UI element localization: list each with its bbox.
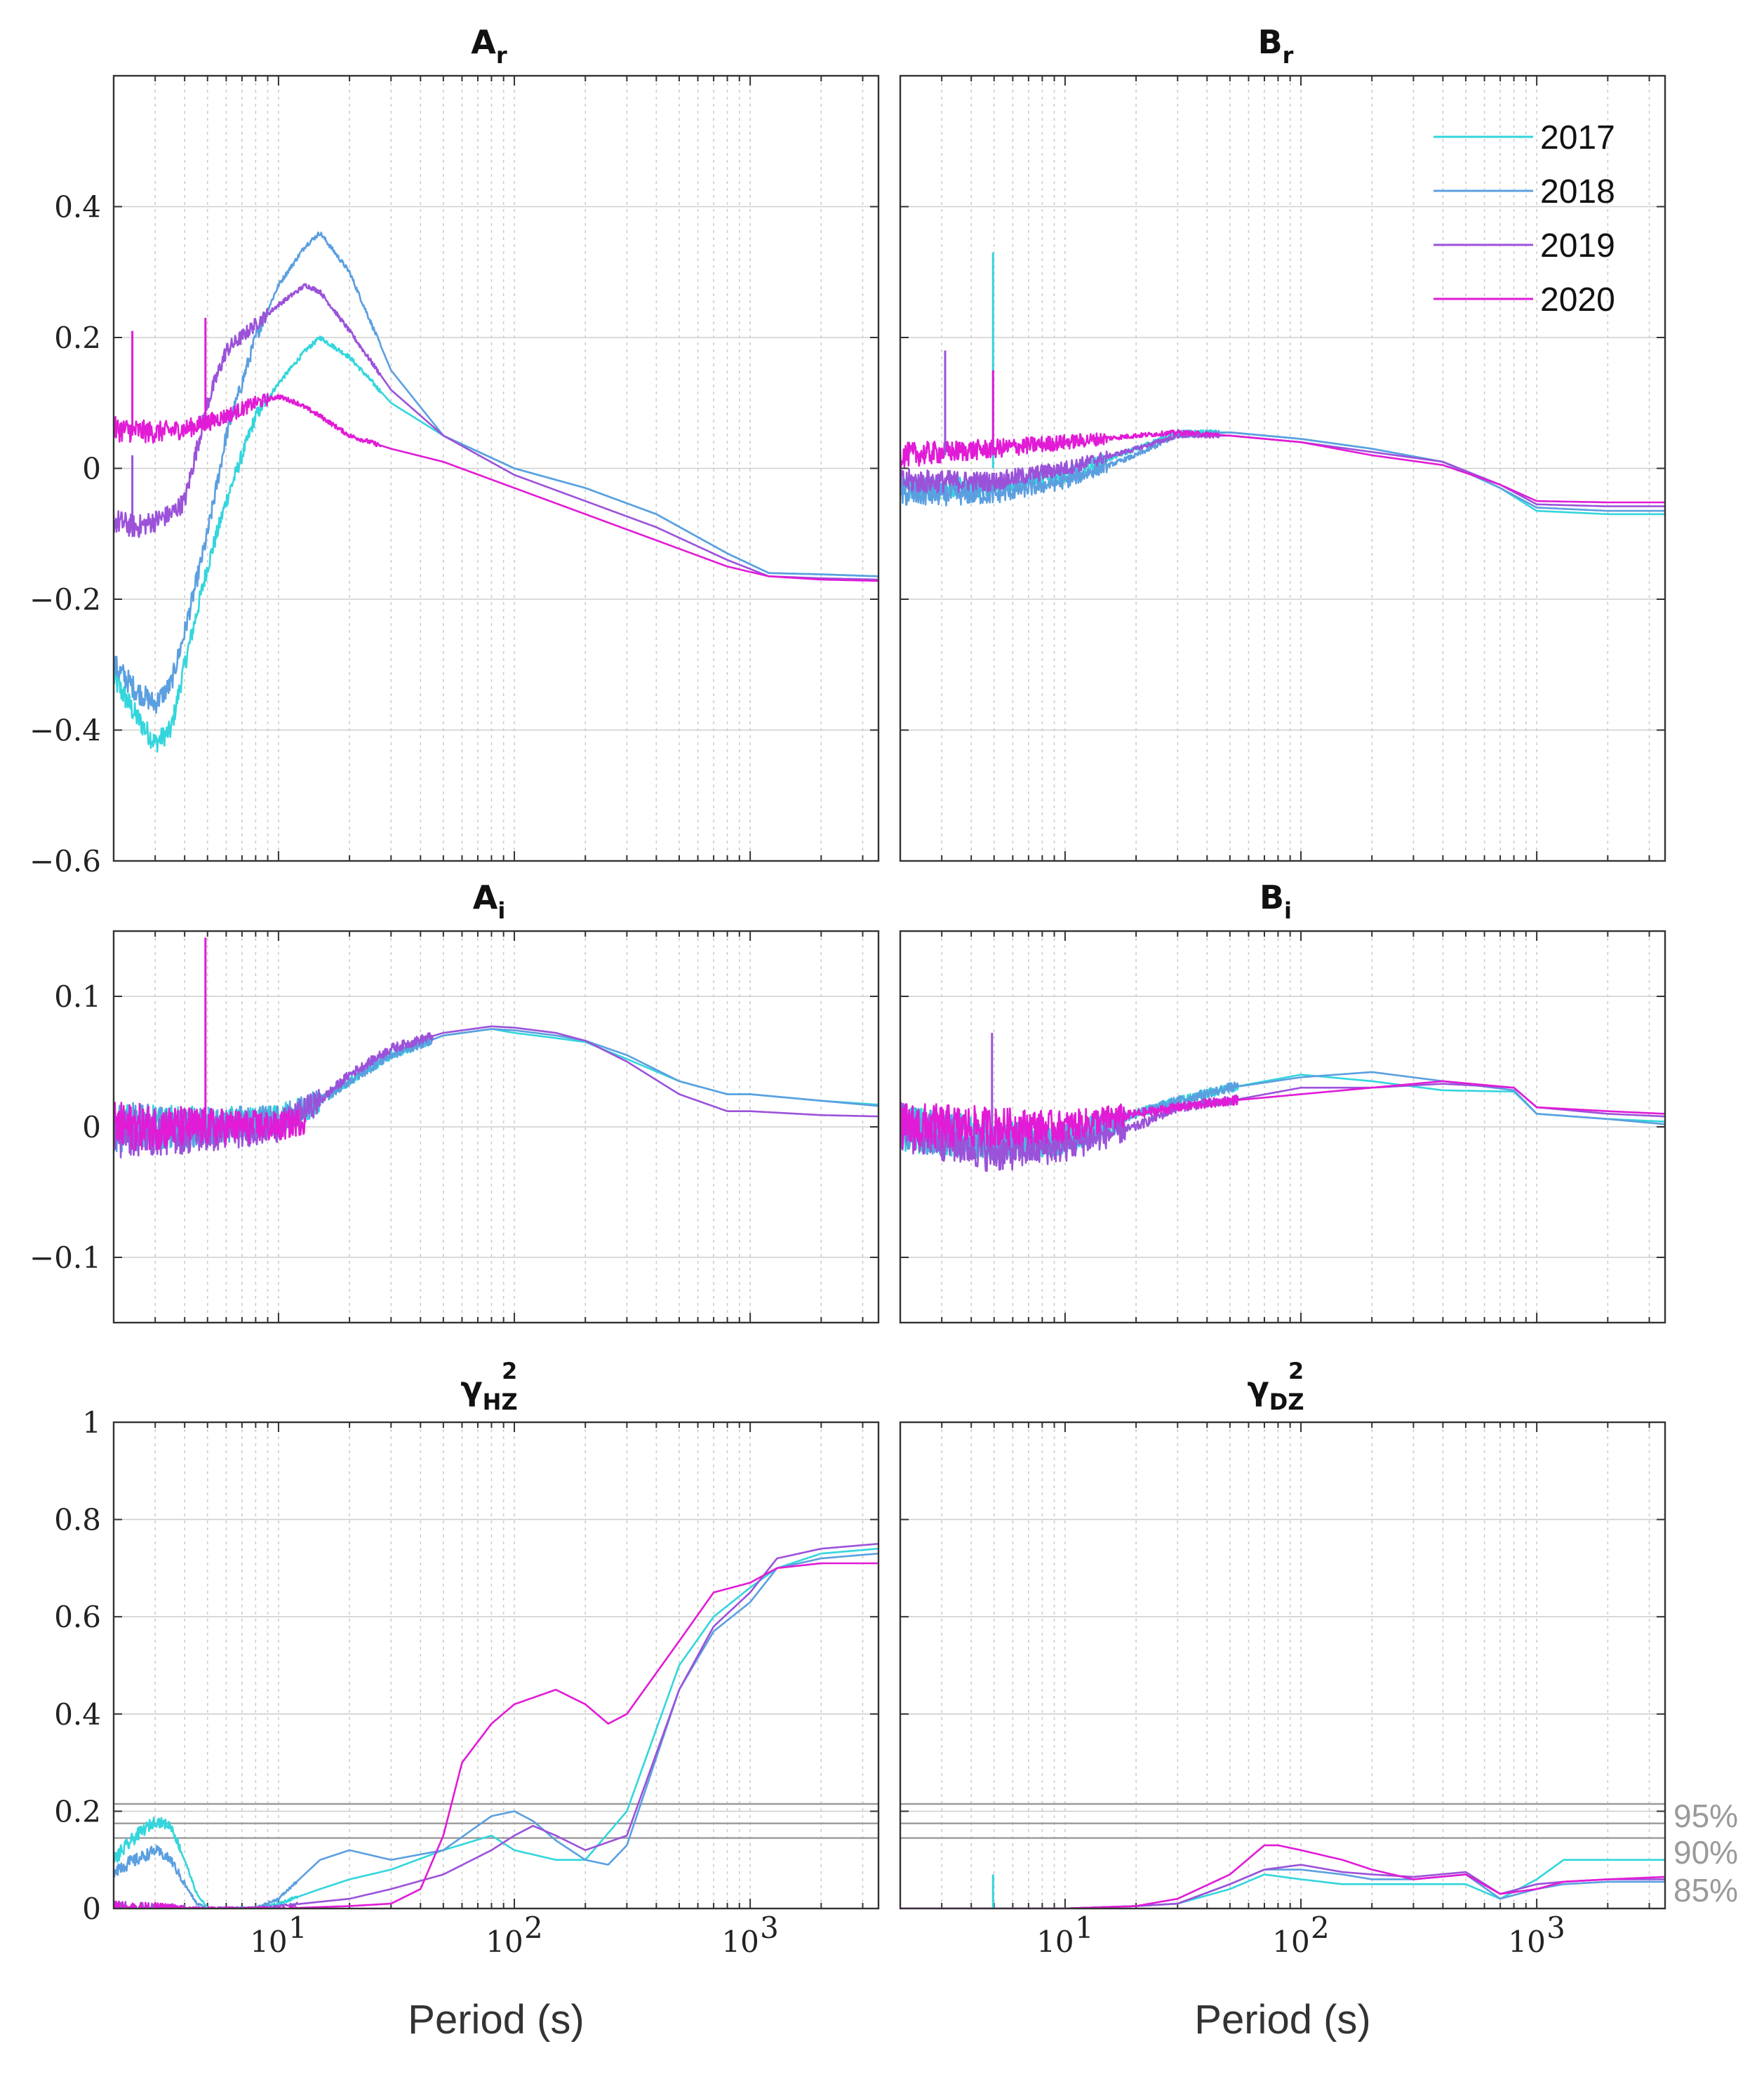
y-tick-label: 1: [82, 1405, 101, 1440]
panel-title-subscript: r: [1283, 42, 1294, 69]
threshold-label: 90%: [1673, 1834, 1738, 1871]
panel-Bi: Bi: [899, 878, 1666, 1324]
series-line-2018: [114, 231, 878, 714]
x-tick-label: 10: [1508, 1925, 1545, 1959]
y-tick-label: 0: [82, 1110, 101, 1144]
panel-Ar: −0.6 −0.4 −0.2 0 0.2 0.4 Ar: [29, 23, 880, 878]
series-line-2018: [114, 1552, 878, 1908]
series-group: [900, 252, 1665, 516]
series-group: [900, 1033, 1665, 1172]
series-line-2019: [114, 1025, 878, 1158]
x-tick-label: 10: [1036, 1925, 1074, 1959]
axes-frame: [112, 74, 880, 862]
series-line-2018: [114, 1028, 878, 1152]
panel-title-main: B: [1259, 878, 1284, 916]
y-tick-label: 0.4: [54, 190, 101, 225]
series-line-2019: [114, 1543, 878, 1908]
y-tick-label: 0.1: [54, 980, 101, 1014]
x-tick-label: 10: [250, 1925, 287, 1959]
y-tick-label: 0.6: [54, 1600, 101, 1634]
y-tick-label: 0.2: [54, 1794, 101, 1829]
legend-label: 2017: [1540, 119, 1615, 156]
panel-title-subscript: i: [497, 897, 505, 924]
panel-title-subscript: DZ: [1269, 1389, 1304, 1415]
x-tick-exponent: 1: [1075, 1911, 1094, 1945]
axes-frame: [112, 930, 880, 1324]
panel-title: Br: [1258, 23, 1294, 69]
legend: 2017 2018 2019 2020: [1434, 119, 1615, 319]
panel-title: γDZ: [1247, 1370, 1304, 1415]
panel-title: Ai: [473, 878, 506, 924]
y-tick-label: 0.2: [54, 321, 101, 355]
series-line-2017: [114, 1547, 878, 1908]
series-line-2020: [114, 1562, 878, 1908]
y-tick-label: 0.8: [54, 1503, 101, 1537]
axes-frame: [112, 1421, 880, 1910]
panel-title: γHZ: [460, 1370, 517, 1415]
panel-title-main: A: [473, 878, 498, 916]
panel-title-subscript: r: [496, 42, 507, 69]
x-tick-label: 10: [1272, 1925, 1309, 1959]
x-tick-exponent: 2: [1311, 1911, 1330, 1945]
y-tick-label: −0.6: [29, 844, 101, 878]
x-tick-exponent: 1: [288, 1911, 307, 1945]
series-line-2020: [900, 1844, 1665, 1908]
x-axis-label: Period (s): [408, 1997, 584, 2043]
panel-title-main: B: [1258, 23, 1283, 61]
threshold-label: 95%: [1673, 1798, 1738, 1834]
panel-title-main: A: [471, 23, 496, 61]
panel-Ai: −0.1 0 0.1 Ai: [29, 878, 880, 1324]
y-tick-label: −0.4: [29, 714, 101, 748]
panel-title: Bi: [1259, 878, 1292, 924]
series-line-2020: [900, 429, 1665, 504]
series-line-2020: [900, 1080, 1665, 1151]
panel-Br: Br: [899, 23, 1666, 862]
panel-title-main: γ: [460, 1370, 482, 1408]
legend-label: 2020: [1540, 281, 1615, 319]
series-group: [114, 1543, 878, 1908]
axes-frame: [899, 930, 1666, 1324]
panel-title-subscript: i: [1284, 897, 1292, 924]
y-tick-label: 0.4: [54, 1697, 101, 1732]
legend-label: 2019: [1540, 227, 1615, 265]
legend-label: 2018: [1540, 173, 1615, 210]
panel-title-main: γ: [1247, 1370, 1269, 1408]
series-group: [114, 937, 878, 1158]
series-line-2019: [114, 283, 878, 581]
panel-title-superscript: 2: [1288, 1358, 1304, 1384]
x-tick-label: 10: [721, 1925, 759, 1959]
series-line-2017: [114, 335, 878, 753]
series-line-2018: [900, 429, 1665, 512]
series-line-2020: [114, 393, 878, 582]
x-tick-label: 10: [486, 1925, 523, 1959]
axes-frame: [899, 74, 1666, 862]
x-tick-exponent: 3: [1546, 1911, 1565, 1945]
series-group: [900, 1844, 1665, 1908]
y-tick-label: −0.1: [29, 1241, 101, 1275]
series-group: [114, 231, 878, 753]
axes-frame: [899, 1421, 1666, 1910]
x-tick-exponent: 3: [760, 1911, 779, 1945]
panel-title-subscript: HZ: [483, 1389, 518, 1415]
y-tick-label: 0: [82, 452, 101, 486]
series-line-2017: [900, 1859, 1665, 1908]
series-line-2018: [900, 1869, 1665, 1908]
y-tick-label: −0.2: [29, 582, 101, 617]
panel-title: Ar: [471, 23, 507, 69]
x-tick-exponent: 2: [524, 1911, 543, 1945]
y-tick-label: 0: [82, 1892, 101, 1926]
x-axis-label: Period (s): [1194, 1997, 1370, 2043]
series-line-2019: [900, 1864, 1665, 1908]
series-line-2020: [114, 1102, 307, 1151]
panel-title-superscript: 2: [502, 1358, 517, 1384]
threshold-label: 85%: [1673, 1872, 1738, 1908]
